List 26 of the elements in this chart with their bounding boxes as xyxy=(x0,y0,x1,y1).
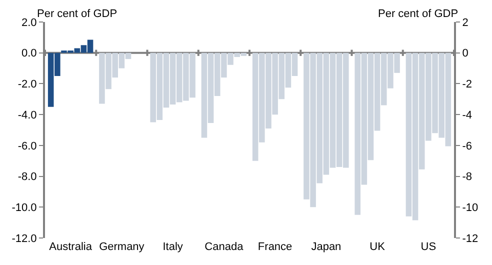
x-tick-label: UK xyxy=(370,241,386,253)
y2-tick-label: -12 xyxy=(462,232,478,245)
y2-tick-label: -4 xyxy=(462,109,472,122)
y-tick-label: 2.0 xyxy=(22,16,37,29)
x-tick-label: Italy xyxy=(162,241,184,253)
y2-axis-title: Per cent of GDP xyxy=(378,8,458,20)
y-tick-label: -2.0 xyxy=(18,78,37,91)
y-tick-label: -12.0 xyxy=(12,232,37,245)
y2-tick-label: -10 xyxy=(462,202,478,214)
x-tick-label: Germany xyxy=(99,241,145,253)
x-tick-label: France xyxy=(258,241,292,253)
y-tick-label: 0.0 xyxy=(22,48,37,60)
x-tick-label: US xyxy=(420,241,436,253)
y2-tick-label: 0 xyxy=(462,48,468,60)
y-tick-label: -8.0 xyxy=(18,171,37,184)
x-tick-label: Australia xyxy=(49,241,93,253)
x-tick-label: Japan xyxy=(311,241,342,253)
y-tick-label: -6.0 xyxy=(18,140,37,152)
y-tick-label: -4.0 xyxy=(18,109,37,122)
y2-tick-label: -8 xyxy=(462,171,472,184)
y-axis-title: Per cent of GDP xyxy=(37,8,118,20)
y2-tick-label: -2 xyxy=(462,78,472,91)
y2-tick-label: 2 xyxy=(462,16,468,29)
x-tick-label: Canada xyxy=(204,241,244,253)
y-tick-label: -10.0 xyxy=(12,202,37,214)
y2-tick-label: -6 xyxy=(462,140,472,152)
